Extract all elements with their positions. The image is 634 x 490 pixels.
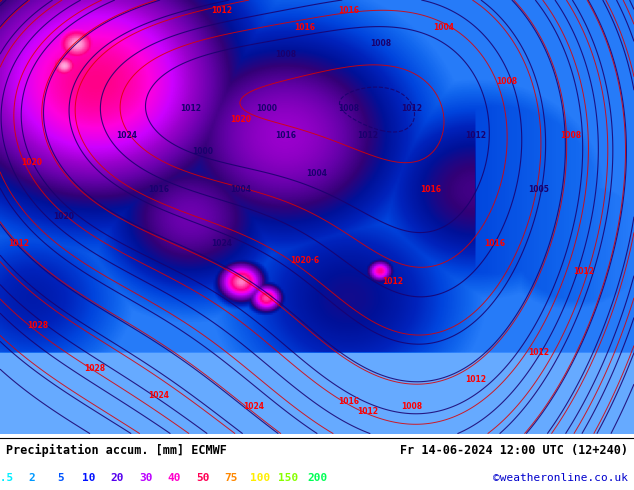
Text: 1016: 1016 [420, 185, 442, 194]
Text: Precipitation accum. [mm] ECMWF: Precipitation accum. [mm] ECMWF [6, 444, 227, 457]
Text: 75: 75 [224, 473, 238, 483]
Text: 1028: 1028 [84, 364, 106, 373]
Text: 1012: 1012 [465, 375, 486, 384]
Text: 1024: 1024 [243, 402, 264, 411]
Text: 1012: 1012 [357, 131, 378, 140]
Text: 0.5: 0.5 [0, 473, 13, 483]
Text: 1016: 1016 [484, 240, 505, 248]
Text: 1016: 1016 [275, 131, 296, 140]
Text: 1000: 1000 [256, 104, 277, 113]
Text: 2: 2 [29, 473, 35, 483]
Text: 1012: 1012 [528, 348, 550, 357]
Text: 1016: 1016 [338, 6, 359, 15]
Text: 1012: 1012 [382, 277, 404, 286]
Text: 1008: 1008 [338, 104, 359, 113]
Text: 1005: 1005 [529, 185, 549, 194]
Text: 50: 50 [196, 473, 210, 483]
Text: ©weatheronline.co.uk: ©weatheronline.co.uk [493, 473, 628, 483]
Text: 10: 10 [82, 473, 96, 483]
Text: 100: 100 [250, 473, 270, 483]
Text: 1012: 1012 [401, 104, 423, 113]
Text: 1008: 1008 [496, 77, 518, 86]
Text: 1016: 1016 [148, 185, 169, 194]
Text: 150: 150 [278, 473, 299, 483]
Text: 1012: 1012 [8, 240, 30, 248]
Text: 1024: 1024 [116, 131, 138, 140]
Text: 1028: 1028 [27, 321, 49, 330]
Text: 1020: 1020 [21, 158, 42, 167]
Text: 30: 30 [139, 473, 153, 483]
Text: 1024: 1024 [148, 391, 169, 400]
Text: 5: 5 [57, 473, 63, 483]
Text: 1012: 1012 [357, 408, 378, 416]
Text: 20: 20 [110, 473, 124, 483]
Text: 40: 40 [167, 473, 181, 483]
Text: 1004: 1004 [306, 169, 328, 178]
Text: 1008: 1008 [560, 131, 581, 140]
Text: 1008: 1008 [401, 402, 423, 411]
Text: 200: 200 [307, 473, 327, 483]
Text: Fr 14-06-2024 12:00 UTC (12+240): Fr 14-06-2024 12:00 UTC (12+240) [399, 444, 628, 457]
Text: 1012: 1012 [465, 131, 486, 140]
Text: 1020: 1020 [230, 115, 252, 124]
Text: 1016: 1016 [294, 23, 315, 31]
Text: 1020·6: 1020·6 [290, 256, 319, 265]
Text: 1012: 1012 [179, 104, 201, 113]
Text: 1000: 1000 [192, 147, 214, 156]
Text: 1008: 1008 [275, 49, 296, 59]
Text: 1004: 1004 [433, 23, 455, 31]
Text: 1016: 1016 [338, 396, 359, 406]
Text: 1012: 1012 [211, 6, 233, 15]
Text: 1012: 1012 [573, 267, 594, 275]
Text: 1008: 1008 [370, 39, 391, 48]
Text: 1020: 1020 [53, 212, 74, 221]
Text: 1004: 1004 [230, 185, 252, 194]
Text: 1024: 1024 [211, 240, 233, 248]
